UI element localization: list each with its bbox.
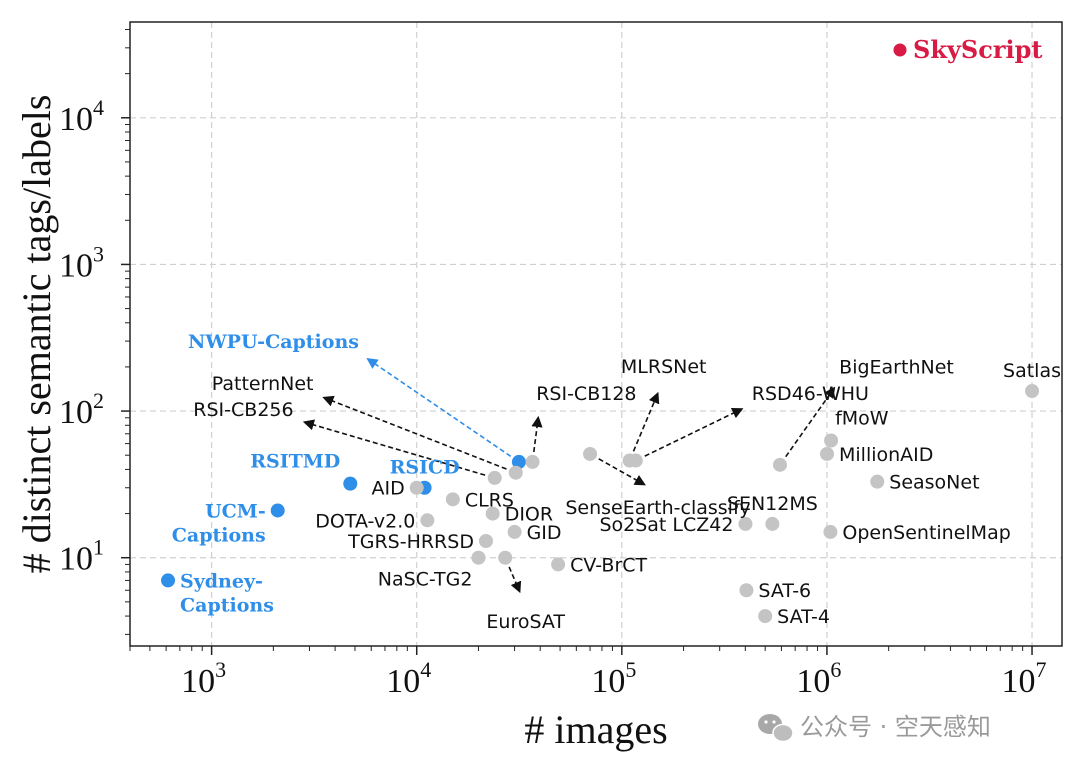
point-gid xyxy=(507,524,522,539)
point-opensentinelmap xyxy=(823,524,838,539)
label-sat-6: SAT-6 xyxy=(758,580,811,602)
label-sydney-captions: Captions xyxy=(180,594,274,616)
label-ucm-captions: Captions xyxy=(172,524,266,546)
label-sat-4: SAT-4 xyxy=(777,606,830,628)
arrow-mlrsnet xyxy=(632,391,660,452)
wechat-icon xyxy=(758,714,794,743)
label-fmow: fMoW xyxy=(835,407,889,429)
arrow-bigearthnet xyxy=(785,386,836,458)
legend-label: SkyScript xyxy=(913,35,1042,64)
point-rsd46-whu xyxy=(628,453,643,468)
x-axis-title: # images xyxy=(524,707,667,752)
point-senseearth-classify xyxy=(583,446,598,461)
label-sydney-captions: Sydney- xyxy=(180,570,263,592)
label-nwpu-captions: NWPU-Captions xyxy=(188,331,359,353)
arrow-rsi-cb128 xyxy=(531,415,543,453)
annotation-arrows xyxy=(302,357,836,594)
point-seasonet xyxy=(870,474,885,489)
point-millionaid xyxy=(820,446,835,461)
label-ucm-captions: UCM- xyxy=(205,500,266,522)
label-satlas: Satlas xyxy=(1003,360,1061,382)
label-so2sat-lcz42: So2Sat LCZ42 xyxy=(599,514,733,536)
point-dota-v2-0 xyxy=(420,513,435,528)
point-so2sat-lcz42 xyxy=(738,516,753,531)
point-ucm-captions xyxy=(270,503,285,518)
label-mlrsnet: MLRSNet xyxy=(621,356,707,378)
point-bigearthnet xyxy=(772,457,787,472)
point-fmow xyxy=(824,433,839,448)
point-rsi-cb256 xyxy=(487,470,502,485)
label-rsitmd: RSITMD xyxy=(250,451,340,473)
y-tick-label: 103 xyxy=(59,241,104,284)
point-sydney-captions xyxy=(161,573,176,588)
y-tick-label: 101 xyxy=(59,535,104,578)
label-rsicd: RSICD xyxy=(390,457,460,479)
label-nasc-tg2: NaSC-TG2 xyxy=(378,569,473,591)
arrow-senseearth-classify xyxy=(598,458,646,486)
watermark: 公众号 · 空天感知 xyxy=(758,713,991,743)
arrow-patternnet xyxy=(322,395,507,470)
label-eurosat: EuroSAT xyxy=(486,611,565,633)
arrow-rsi-cb256 xyxy=(302,419,486,476)
data-points xyxy=(161,384,1040,624)
label-millionaid: MillionAID xyxy=(839,444,933,466)
point-satlas xyxy=(1025,384,1040,399)
arrow-eurosat xyxy=(508,566,522,594)
label-rsi-cb256: RSI-CB256 xyxy=(193,399,293,421)
point-eurosat xyxy=(498,550,513,565)
point-rsi-cb128 xyxy=(525,454,540,469)
label-rsi-cb128: RSI-CB128 xyxy=(536,383,636,405)
point-sat-4 xyxy=(758,609,773,624)
arrow-nwpu-captions xyxy=(366,357,512,457)
y-tick-label: 104 xyxy=(59,95,104,138)
point-sat-6 xyxy=(739,583,754,598)
y-axis-title: # distinct semantic tags/labels xyxy=(14,95,59,574)
label-dota-v2-0: DOTA-v2.0 xyxy=(315,510,415,532)
point-nwpu-captions xyxy=(511,454,526,469)
x-tick-label: 107 xyxy=(1002,657,1047,700)
point-sen12ms xyxy=(765,516,780,531)
legend: SkyScript xyxy=(893,35,1042,64)
label-tgrs-hrrsd: TGRS-HRRSD xyxy=(347,531,474,553)
label-aid: AID xyxy=(371,478,404,500)
legend-marker xyxy=(893,43,907,57)
point-aid xyxy=(409,480,424,495)
point-tgrs-hrrsd xyxy=(478,534,493,549)
point-nasc-tg2 xyxy=(471,550,486,565)
label-rsd46-whu: RSD46-WHU xyxy=(752,383,869,405)
point-rsitmd xyxy=(343,476,358,491)
x-tick-label: 104 xyxy=(386,657,431,700)
label-cv-brct: CV-BrCT xyxy=(570,554,647,576)
label-patternnet: PatternNet xyxy=(212,373,314,395)
point-cv-brct xyxy=(551,557,566,572)
y-tick-label: 102 xyxy=(59,388,104,431)
x-tick-label: 103 xyxy=(181,657,226,700)
point-clrs xyxy=(445,492,460,507)
label-clrs: CLRS xyxy=(465,489,514,511)
label-seasonet: SeasoNet xyxy=(889,472,979,494)
label-gid: GID xyxy=(527,522,562,544)
x-tick-label: 105 xyxy=(591,657,636,700)
label-dior: DIOR xyxy=(505,504,553,526)
plot-frame xyxy=(129,21,1063,647)
label-opensentinelmap: OpenSentinelMap xyxy=(842,522,1010,544)
axis-ticks: 103 104 105 106 107 101 102 103 104 xyxy=(59,29,1047,700)
watermark-text: 公众号 · 空天感知 xyxy=(800,713,991,741)
arrow-rsd46-whu xyxy=(644,408,744,457)
label-sen12ms: SEN12MS xyxy=(727,493,818,515)
label-senseearth-classify: SenseEarth-classify xyxy=(565,497,750,519)
point-patternnet xyxy=(508,465,523,480)
label-bigearthnet: BigEarthNet xyxy=(839,356,954,378)
point-dior xyxy=(485,506,500,521)
grid-lines xyxy=(130,22,1062,646)
x-tick-label: 106 xyxy=(796,657,841,700)
